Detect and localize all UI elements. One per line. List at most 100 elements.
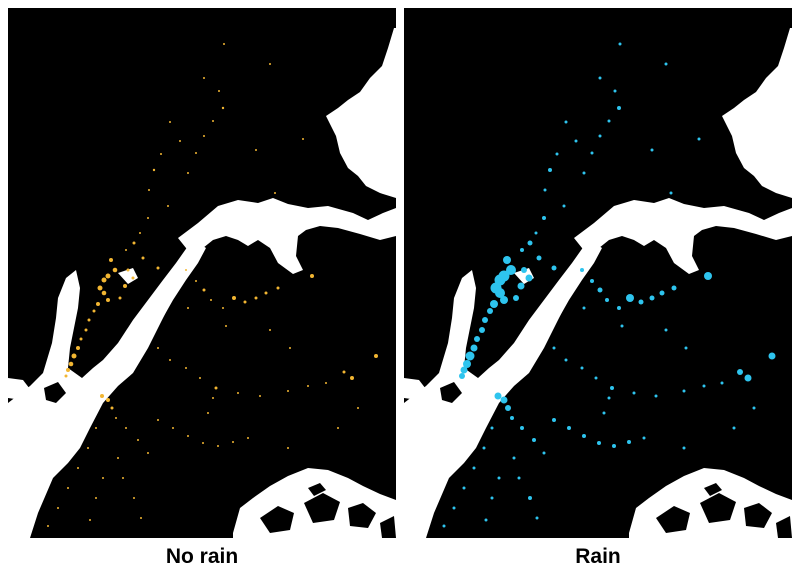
no-rain-station-dot [259,395,261,397]
rain-station-dot [534,231,538,235]
no-rain-station-dot [140,517,142,519]
no-rain-station-dot [179,140,181,142]
rain-station-dot [618,42,622,46]
rain-station-dot [744,374,752,382]
no-rain-station-dot [207,412,209,414]
no-rain-station-dot [125,249,127,251]
no-rain-station-dot [232,296,236,300]
rain-station-dot [487,308,493,314]
no-rain-station-dot [172,427,174,429]
no-rain-station-dot [254,296,258,300]
map-rain [404,8,792,538]
map-panel-no-rain [8,8,396,538]
rain-station-dot [510,416,514,420]
no-rain-station-dot [89,519,91,521]
no-rain-station-dot [125,427,127,429]
rain-station-dot [650,148,654,152]
no-rain-station-dot [101,277,107,283]
land-island [744,503,772,528]
rain-station-dot [594,376,598,380]
no-rain-station-dot [195,152,197,154]
no-rain-station-dot [47,525,49,527]
rain-station-dot [580,366,584,370]
no-rain-station-dot [287,447,289,449]
no-rain-station-dot [202,288,206,292]
rain-station-dot [671,285,677,291]
no-rain-station-dot [57,507,59,509]
rain-station-dot [605,298,609,302]
no-rain-station-dot [325,382,327,384]
no-rain-station-dot [225,325,227,327]
no-rain-station-dot [232,441,234,443]
no-rain-station-dot [67,487,69,489]
land-island [308,483,326,496]
water-body [96,244,206,386]
rain-station-dot [552,418,556,422]
rain-station-dot [548,168,552,172]
no-rain-station-dot [87,318,91,322]
water-body [178,198,396,274]
water-body [404,378,429,400]
rain-station-dot [470,344,478,352]
no-rain-station-dot [92,309,96,313]
rain-station-dot [506,265,516,275]
no-rain-station-dot [112,267,118,273]
no-rain-station-dot [269,329,271,331]
rain-station-dot [490,300,498,308]
rain-station-dot [463,360,471,368]
rain-station-dot [617,306,621,310]
rain-station-dot [490,426,494,430]
no-rain-station-dot [195,280,197,282]
no-rain-station-dot [185,269,187,271]
rain-station-dot [517,476,521,480]
no-rain-station-dot [156,266,160,270]
no-rain-station-dot [100,394,104,398]
no-rain-station-dot [76,346,80,350]
rain-station-dot [500,396,508,404]
no-rain-station-dot [214,386,218,390]
rain-station-dot [564,358,568,362]
rain-station-dot [512,456,516,460]
no-rain-station-dot [126,268,130,272]
rain-station-dot [582,434,586,438]
rain-station-dot [612,444,616,448]
land-island [260,506,294,533]
no-rain-station-dot [203,77,205,79]
no-rain-station-dot [202,442,204,444]
rain-station-dot [620,324,624,328]
no-rain-station-dot [132,241,136,245]
rain-station-dot [482,317,488,323]
no-rain-station-dot [350,376,354,380]
no-rain-station-dot [141,256,145,260]
rain-station-dot [597,287,603,293]
rain-station-dot [613,89,617,93]
no-rain-station-dot [148,189,150,191]
land-island [440,382,462,403]
rain-station-dot [649,295,655,301]
no-rain-station-dot [221,106,225,110]
land-island [380,516,396,538]
rain-station-dot [607,396,611,400]
rain-station-dot [664,328,668,332]
rain-station-dot [590,279,594,283]
rain-station-dot [472,466,476,470]
rain-station-dot [460,366,468,374]
water-body [722,28,792,198]
water-body [326,28,396,198]
water-body [404,246,594,538]
no-rain-station-dot [187,172,189,174]
no-rain-station-dot [210,299,212,301]
rain-station-dot [580,268,584,272]
rain-station-dot [517,282,525,290]
no-rain-station-dot [342,370,346,374]
no-rain-station-dot [274,192,276,194]
rain-station-dot [503,256,511,264]
no-rain-station-dot [237,392,239,394]
rain-station-dot [543,188,547,192]
rain-station-dot [555,152,559,156]
water-body [8,246,198,538]
no-rain-station-dot [255,149,257,151]
land-island [304,493,340,523]
rain-station-dot [474,336,480,342]
no-rain-station-dot [337,427,339,429]
